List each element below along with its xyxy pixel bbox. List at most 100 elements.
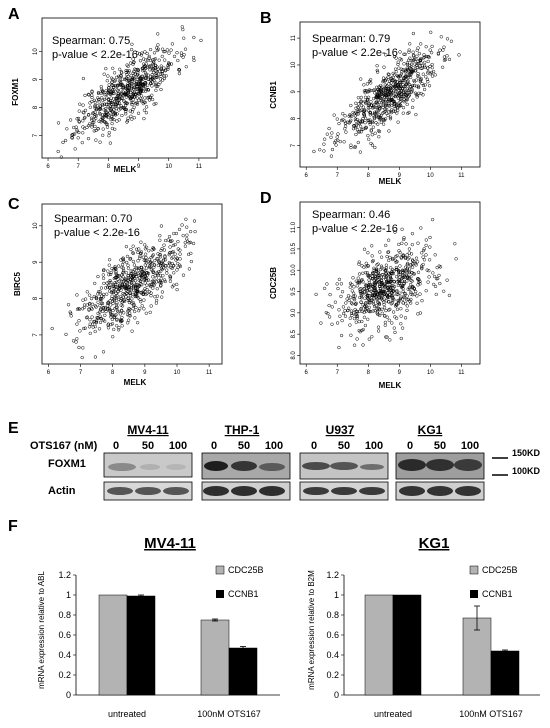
data-point [427,275,431,279]
legend-swatch-cdc25b-kg1 [469,565,479,575]
data-point [87,325,92,329]
data-point [359,278,364,283]
data-point [166,65,170,70]
data-point [110,299,115,303]
data-point [368,298,372,303]
data-point [356,140,360,145]
data-point [410,242,414,247]
data-point [135,289,139,294]
data-point [122,99,126,103]
data-point [177,67,181,72]
data-point [181,233,185,238]
data-point [420,81,424,86]
data-point [110,102,114,106]
marker-100kd: 100KD [512,466,541,476]
data-point [422,55,427,59]
data-point [398,86,402,91]
data-point [408,287,412,291]
data-point [391,293,395,297]
data-point [403,292,407,296]
data-point [86,92,91,97]
data-point [121,256,125,260]
data-point [115,101,120,105]
data-point [396,62,400,67]
data-point [379,275,383,279]
data-point [110,117,115,121]
data-point [412,53,416,57]
data-point [418,79,423,84]
data-point [376,300,380,304]
data-point [131,107,135,112]
data-point [156,252,160,256]
data-point [158,252,162,257]
data-point [360,127,364,132]
data-point [424,238,428,242]
data-point [398,264,402,268]
data-point [81,103,85,107]
y-tick-label: 0.2 [58,670,71,680]
data-point [103,107,108,111]
data-point [394,260,398,265]
data-point [126,88,130,93]
data-point [375,263,379,267]
data-point [159,277,163,281]
data-point [86,136,91,141]
data-point [115,88,119,92]
data-point [156,273,160,277]
data-point [59,155,64,159]
data-point [322,286,327,291]
data-point [403,90,408,94]
data-point [358,281,362,285]
data-point [405,253,409,257]
data-point [97,107,102,111]
data-point [415,260,420,264]
data-point [318,148,322,152]
data-point [90,90,94,94]
data-point [407,285,411,290]
data-point [361,127,365,131]
data-point [420,251,424,255]
data-point [423,83,427,87]
data-point [146,271,151,276]
data-point [70,133,74,137]
data-point [85,290,89,294]
data-point [107,134,111,138]
data-point [124,110,128,114]
data-point [81,110,85,114]
data-point [108,92,112,96]
scatter-points-b [312,30,461,158]
data-point [73,147,77,151]
data-point [408,299,412,303]
data-point [124,244,129,249]
y-tick-label: 8 [33,296,39,300]
data-point [421,255,425,259]
data-point [370,133,374,137]
data-point [78,102,82,106]
x-tick-label: 11 [458,173,465,179]
data-point [144,311,148,315]
data-point [96,300,100,304]
data-point [144,74,148,78]
data-point [108,141,113,145]
data-point [125,72,129,77]
data-point [388,288,392,292]
data-point [187,267,192,271]
data-point [131,57,135,61]
y-tick-label: 8 [291,116,297,120]
data-point [366,288,370,292]
data-point [128,280,132,284]
data-point [166,238,170,242]
data-point [409,301,413,305]
data-point [153,258,157,263]
data-point [402,237,406,242]
data-point [143,281,147,285]
data-point [407,247,412,251]
data-point [410,87,414,91]
data-point [382,300,386,304]
data-point [393,107,397,111]
data-point [111,308,115,313]
data-point [381,97,386,102]
data-point [157,259,161,263]
y-tick-label: 0.2 [326,670,339,680]
data-point [105,281,109,285]
